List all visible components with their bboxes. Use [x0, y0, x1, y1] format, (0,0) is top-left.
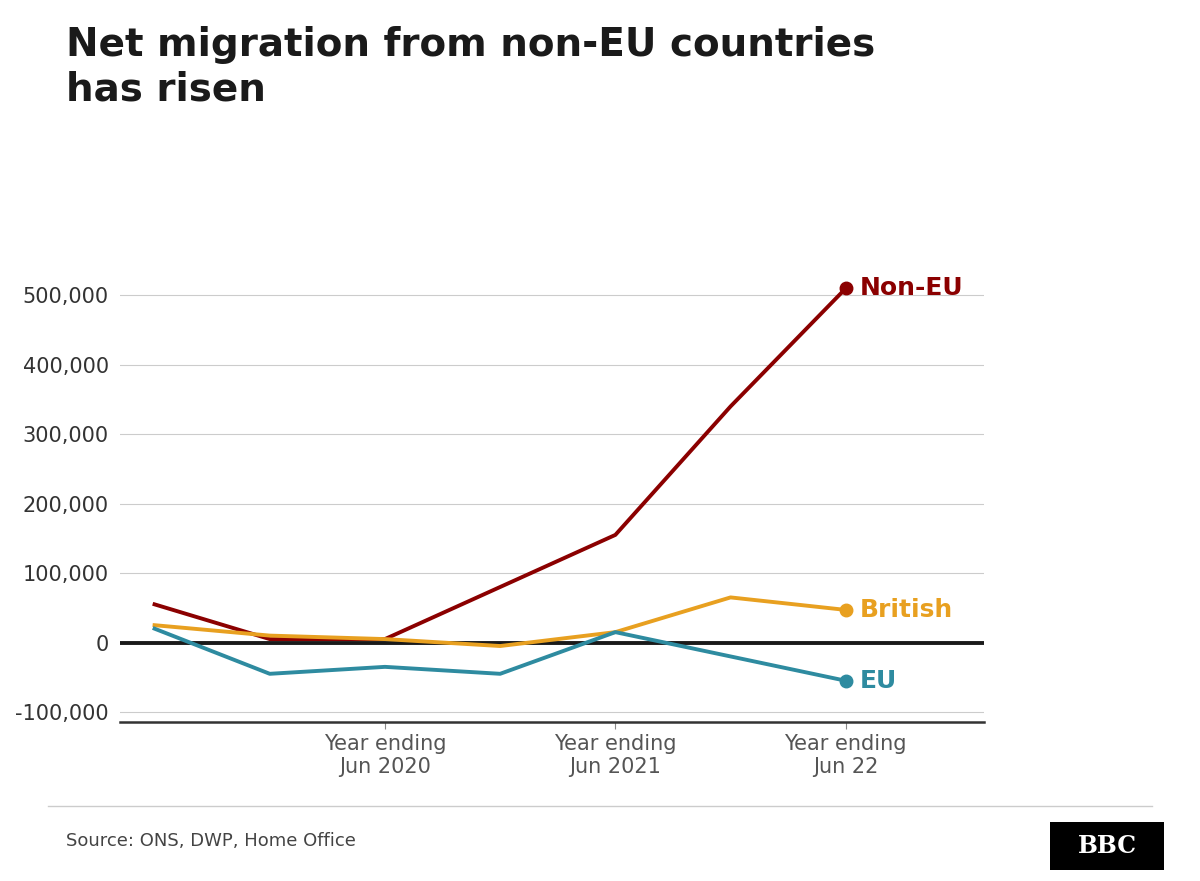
Text: EU: EU	[859, 669, 896, 692]
Text: BBC: BBC	[1078, 834, 1136, 858]
Text: British: British	[859, 598, 953, 622]
Text: Non-EU: Non-EU	[859, 277, 964, 300]
Text: Net migration from non-EU countries
has risen: Net migration from non-EU countries has …	[66, 26, 875, 108]
Text: Source: ONS, DWP, Home Office: Source: ONS, DWP, Home Office	[66, 833, 356, 850]
